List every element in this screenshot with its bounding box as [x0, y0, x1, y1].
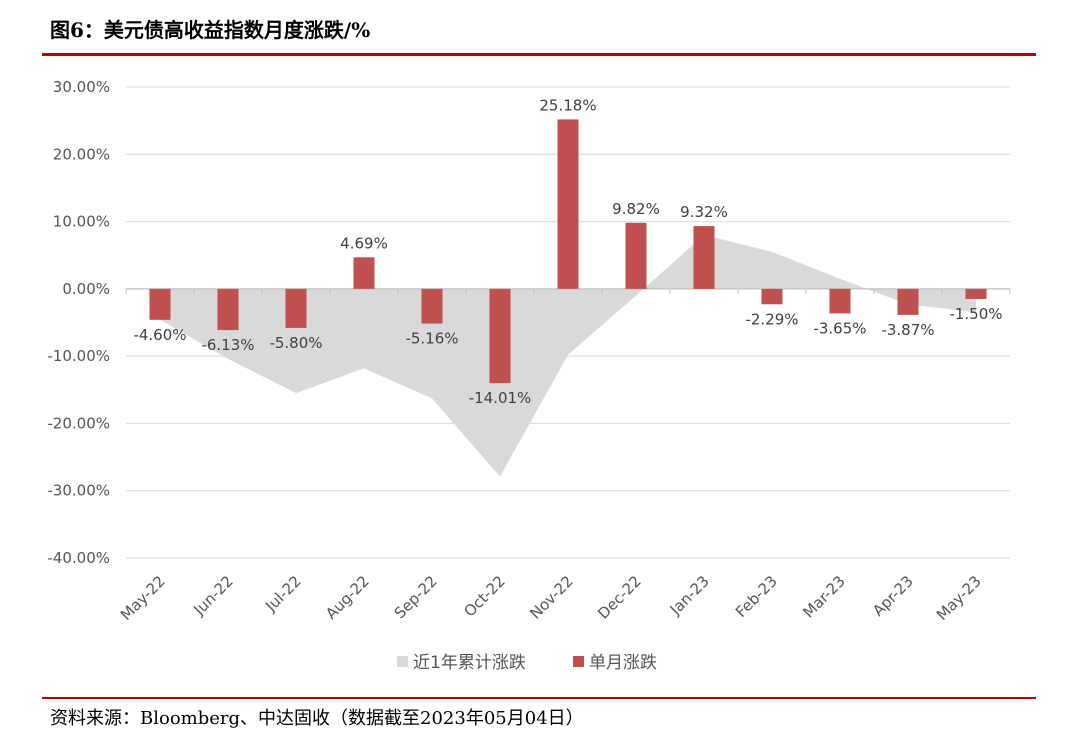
data-label: -1.50%	[949, 305, 1002, 323]
bar	[761, 288, 783, 305]
legend: 近1年累计涨跌 单月涨跌	[397, 653, 657, 673]
data-label: -5.16%	[405, 330, 458, 348]
bottom-rule	[42, 697, 1036, 699]
legend-label-cumulative: 近1年累计涨跌	[413, 653, 526, 673]
y-tick-label: -10.00%	[47, 347, 110, 365]
bar	[897, 288, 919, 315]
cumulative-area	[160, 235, 976, 477]
bar	[829, 288, 851, 314]
chart-title: 图6：美元债高收益指数月度涨跌/%	[50, 18, 371, 42]
x-tick-label: Sep-22	[391, 572, 441, 622]
data-label: 25.18%	[539, 96, 596, 114]
bar	[693, 226, 715, 289]
bar	[149, 288, 171, 320]
x-tick-label: Feb-23	[732, 572, 781, 621]
y-axis-labels: 30.00% 20.00% 10.00% 0.00% -10.00% -20.00% -30…	[47, 78, 110, 567]
data-label: 9.82%	[612, 200, 660, 218]
data-label: -5.80%	[269, 334, 322, 352]
x-tick-label: May-22	[117, 572, 169, 624]
top-rule	[42, 53, 1036, 56]
y-tick-label: -40.00%	[47, 549, 110, 567]
bar	[625, 222, 647, 289]
data-label: -6.13%	[201, 336, 254, 354]
data-label: -3.87%	[881, 321, 934, 339]
gridlines	[126, 86, 1010, 559]
legend-label-monthly: 单月涨跌	[589, 653, 657, 673]
x-tick-label: Dec-22	[594, 572, 645, 623]
y-tick-label: 20.00%	[53, 145, 110, 163]
data-label: -4.60%	[133, 326, 186, 344]
data-label: 4.69%	[340, 234, 388, 252]
data-label: -3.65%	[813, 319, 866, 337]
legend-swatch-monthly	[573, 656, 584, 667]
data-label: -2.29%	[745, 310, 798, 328]
bars	[149, 119, 987, 384]
data-label: 9.32%	[680, 203, 728, 221]
x-tick-label: Jul-22	[261, 572, 305, 616]
x-tick-label: May-23	[933, 572, 985, 624]
y-tick-label: 0.00%	[62, 280, 110, 298]
bar	[353, 257, 375, 289]
x-axis-labels: May-22 Jun-22 Jul-22 Aug-22 Sep-22 Oct-22 Nov-…	[117, 572, 985, 624]
legend-swatch-cumulative	[397, 656, 408, 667]
source-note: 资料来源：Bloomberg、中达固收（数据截至2023年05月04日）	[50, 708, 584, 729]
x-tick-label: Mar-23	[799, 572, 848, 621]
bar	[557, 119, 579, 289]
data-labels: -4.60% -6.13% -5.80% 4.69% -5.16% -14.01% 25.1…	[133, 96, 1002, 407]
bar	[421, 288, 443, 324]
x-tick-label: Oct-22	[460, 572, 508, 620]
y-tick-label: 30.00%	[53, 78, 110, 96]
y-tick-label: -30.00%	[47, 482, 110, 500]
y-tick-label: 10.00%	[53, 213, 110, 231]
bar	[965, 288, 987, 299]
cumulative-area-shape	[160, 235, 976, 477]
x-tick-label: Aug-22	[322, 572, 373, 623]
bar	[489, 288, 511, 384]
x-tick-label: Nov-22	[526, 572, 576, 622]
x-tick-label: Jan-23	[666, 572, 713, 619]
y-tick-label: -20.00%	[47, 414, 110, 432]
bar	[217, 288, 239, 331]
x-tick-label: Jun-22	[189, 572, 236, 619]
bar	[285, 288, 307, 328]
x-tick-label: Apr-23	[869, 572, 917, 620]
data-label: -14.01%	[469, 389, 532, 407]
